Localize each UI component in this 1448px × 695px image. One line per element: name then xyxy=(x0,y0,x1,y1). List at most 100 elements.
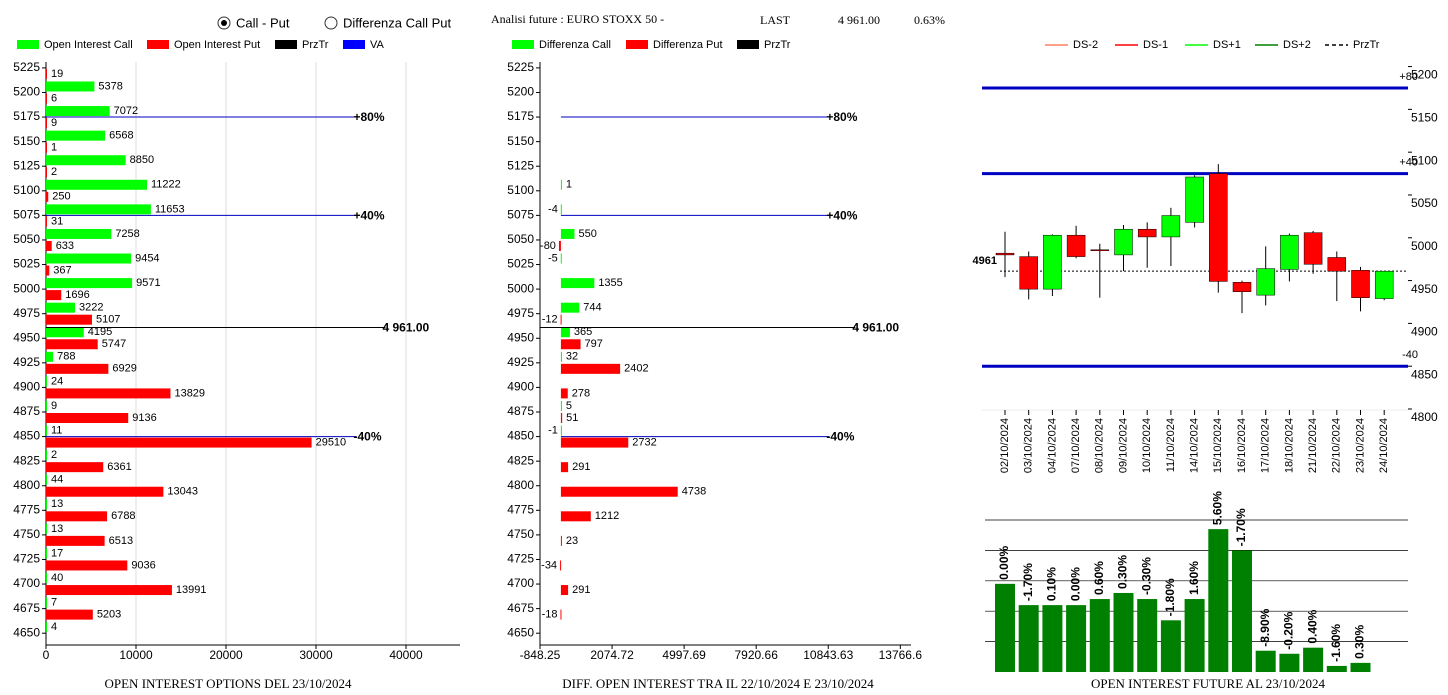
value-label: 3222 xyxy=(79,302,103,314)
y-tick-label: 5000 xyxy=(507,281,534,295)
y-tick-label: 5075 xyxy=(507,208,534,222)
reference-label: 4 961.00 xyxy=(852,321,899,335)
bar xyxy=(560,400,562,411)
value-label: -5 xyxy=(548,252,558,264)
bar xyxy=(560,363,621,374)
x-tick-label: 07/10/2024 xyxy=(1070,418,1082,473)
value-label: 11222 xyxy=(151,179,181,191)
reference-label: +80% xyxy=(826,110,857,124)
radio[interactable] xyxy=(324,16,338,30)
bar xyxy=(46,597,47,608)
value-label: 44 xyxy=(51,474,63,486)
y-tick-label: 4925 xyxy=(13,355,40,369)
value-label: 1696 xyxy=(65,289,89,301)
bar xyxy=(1279,653,1300,672)
value-label: 19 xyxy=(51,68,63,80)
value-label: 32 xyxy=(566,351,578,363)
bar xyxy=(46,179,147,190)
value-label: 5 xyxy=(566,400,572,412)
value-label: 23 xyxy=(566,535,578,547)
x-tick-label: 15/10/2024 xyxy=(1212,418,1224,473)
y-tick-label: 4700 xyxy=(13,576,40,590)
y-tick-label: 4800 xyxy=(13,478,40,492)
y-tick-label: 5050 xyxy=(507,232,534,246)
bar xyxy=(46,106,110,117)
bar xyxy=(1018,605,1039,672)
value-label: 13991 xyxy=(176,584,207,596)
y-tick-label: 5200 xyxy=(1411,68,1438,82)
change-label: 0.10% xyxy=(1045,567,1059,601)
title: Analisi future : EURO STOXX 50 - xyxy=(491,12,664,26)
value-label: 7 xyxy=(51,597,57,609)
y-tick-label: 5125 xyxy=(13,158,40,172)
candle-body xyxy=(1327,257,1347,272)
bar xyxy=(1113,592,1134,672)
bar xyxy=(46,68,47,79)
radio-dot[interactable] xyxy=(221,20,227,26)
bar xyxy=(560,412,563,423)
bar xyxy=(46,265,50,276)
legend-label: Open Interest Put xyxy=(174,39,260,51)
candle-body xyxy=(1280,234,1299,270)
value-label: 1212 xyxy=(595,510,619,522)
y-tick-label: 5125 xyxy=(507,158,534,172)
x-tick-label: 40000 xyxy=(389,648,423,662)
value-label: 13829 xyxy=(174,387,205,399)
value-label: -34 xyxy=(541,559,557,571)
legend-label: Differenza Put xyxy=(653,39,723,51)
header: Call - Put Differenza Call Put Analisi f… xyxy=(217,12,945,30)
value-label: -1 xyxy=(548,424,558,436)
y-tick-label: 5200 xyxy=(13,85,40,99)
bar xyxy=(46,302,75,313)
y-tick-label: 4925 xyxy=(507,355,534,369)
bar xyxy=(560,437,629,448)
change-label: -1.70% xyxy=(1021,563,1035,601)
reference-label: +40% xyxy=(826,209,857,223)
bar xyxy=(46,388,171,399)
bar xyxy=(558,240,561,251)
value-label: 365 xyxy=(574,326,592,338)
x-tick-label: 04/10/2024 xyxy=(1046,418,1058,473)
bar xyxy=(1160,620,1181,672)
value-label: -18 xyxy=(542,609,558,621)
y-tick-label: 4900 xyxy=(1411,325,1438,339)
change-label: -1.80% xyxy=(1163,578,1177,616)
bar xyxy=(560,511,591,522)
radio-label[interactable]: Call - Put xyxy=(236,15,290,30)
last-value: 4 961.00 xyxy=(838,13,880,27)
value-label: 797 xyxy=(585,338,603,350)
x-tick-label: 7920.66 xyxy=(734,648,778,662)
legend-swatch xyxy=(147,40,169,49)
x-tick-label: 2074.72 xyxy=(590,648,634,662)
reference-label: -40% xyxy=(826,430,854,444)
footer: DIFF. OPEN INTEREST TRA IL 22/10/2024 E … xyxy=(562,676,874,691)
value-label: 7258 xyxy=(115,228,139,240)
legend-label: DS+1 xyxy=(1213,39,1241,51)
x-tick-label: 4997.69 xyxy=(662,648,706,662)
y-tick-label: 4850 xyxy=(507,429,534,443)
value-label: -12 xyxy=(542,314,558,326)
x-tick-label: 10/10/2024 xyxy=(1141,418,1153,473)
bar xyxy=(46,81,95,92)
bar xyxy=(560,486,678,497)
y-tick-label: 4850 xyxy=(13,429,40,443)
x-tick-label: 13766.6 xyxy=(879,648,923,662)
value-label: 13043 xyxy=(167,486,198,498)
y-tick-label: 5175 xyxy=(507,109,534,123)
reference-label: +80 xyxy=(1399,71,1418,83)
bar xyxy=(560,388,568,399)
bar xyxy=(46,474,47,485)
bar xyxy=(46,118,47,129)
bar xyxy=(46,93,47,104)
radio-label[interactable]: Differenza Call Put xyxy=(343,15,452,30)
y-tick-label: 4975 xyxy=(507,306,534,320)
bar xyxy=(560,302,580,313)
reference-label: -40% xyxy=(354,430,382,444)
bar xyxy=(560,339,581,350)
candle-body xyxy=(1185,176,1204,223)
footer: OPEN INTEREST OPTIONS DEL 23/10/2024 xyxy=(105,676,353,691)
value-label: 6 xyxy=(51,92,57,104)
bar xyxy=(46,511,108,522)
bar xyxy=(1303,647,1324,672)
legend-swatch xyxy=(737,40,759,49)
